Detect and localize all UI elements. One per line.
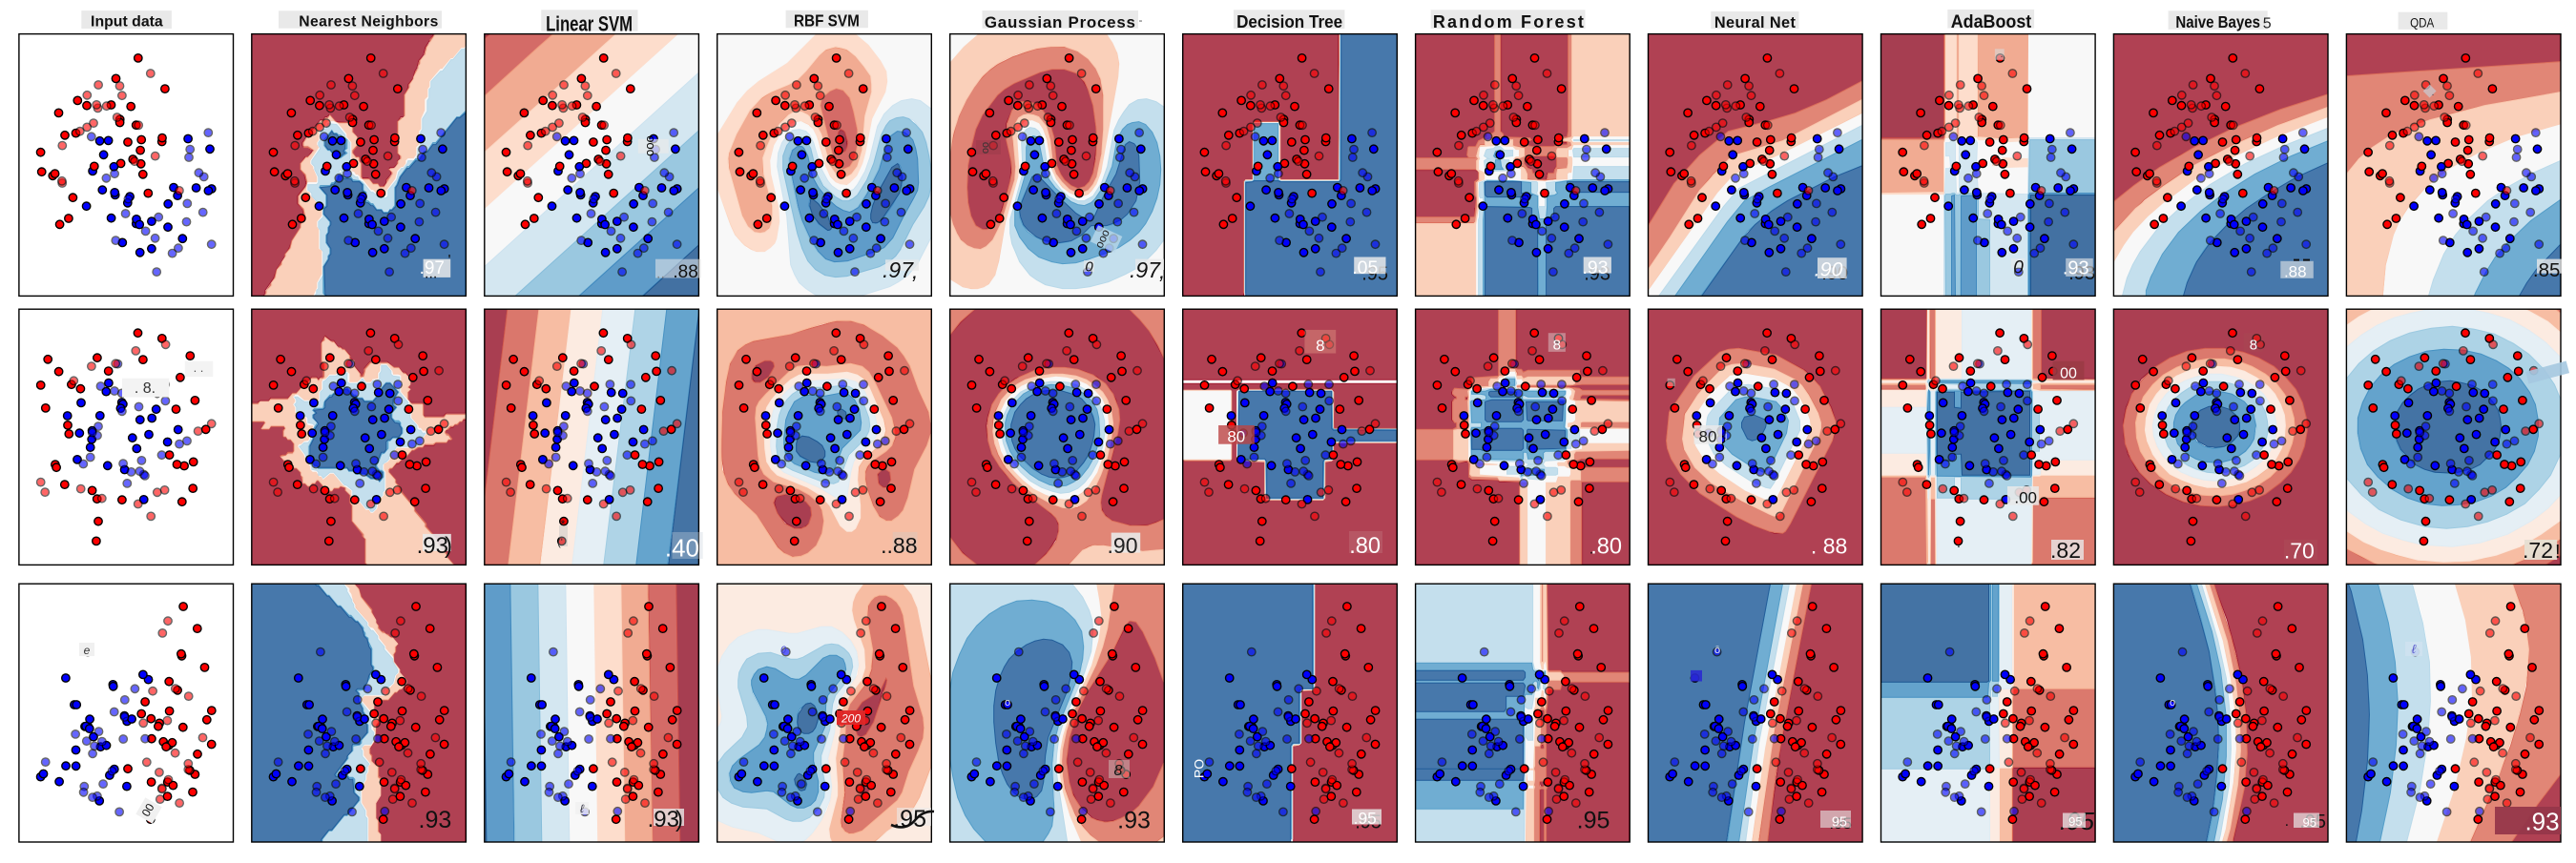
svg-text:.: . (2432, 88, 2435, 98)
svg-text:.72: .72 (2523, 538, 2553, 563)
svg-text:.93: .93 (1583, 257, 1609, 278)
svg-text:.: . (1957, 535, 1961, 550)
svg-text:.90: .90 (1815, 258, 1843, 281)
svg-text:95: 95 (2068, 814, 2082, 829)
svg-text:.80: .80 (1349, 534, 1381, 559)
svg-text:.93: .93 (648, 807, 679, 832)
svg-text:Decision Tree: Decision Tree (1236, 11, 1342, 31)
svg-text:.: . (2001, 50, 2004, 60)
svg-text:.93: .93 (2063, 258, 2089, 279)
svg-text:.40: .40 (665, 534, 699, 563)
svg-text:Gaussian Process: Gaussian Process (985, 13, 1135, 31)
svg-text:Linear SVM: Linear SVM (546, 11, 633, 35)
svg-text:.80: .80 (1590, 535, 1622, 560)
svg-text:QDA: QDA (2410, 16, 2435, 31)
svg-text:o: o (1005, 697, 1010, 709)
svg-text:AdaBoost: AdaBoost (1951, 12, 2032, 32)
svg-text:80: 80 (1227, 428, 1245, 446)
svg-text:.93: .93 (2524, 808, 2559, 836)
svg-text:8: 8 (1553, 338, 1561, 354)
svg-text:.00: .00 (2014, 489, 2037, 507)
svg-text:RBF SVM: RBF SVM (794, 11, 860, 31)
svg-text:95: 95 (2303, 815, 2316, 830)
svg-text:.88: .88 (673, 262, 697, 282)
svg-text:0: 0 (780, 645, 787, 656)
svg-text:': ' (448, 253, 451, 269)
svg-text:-: - (1139, 13, 1143, 27)
svg-text:.93: .93 (417, 533, 448, 559)
svg-text:ʲ: ʲ (1724, 429, 1727, 444)
svg-text:ℓ: ℓ (2412, 642, 2417, 656)
svg-text:. .: . . (194, 360, 204, 375)
svg-text:.: . (1589, 542, 1593, 558)
svg-text:.95: .95 (1354, 809, 1377, 828)
svg-text:(': (' (557, 537, 563, 548)
svg-text:.05: .05 (1352, 257, 1378, 278)
svg-text:8: 8 (1316, 337, 1324, 355)
svg-text:PO: PO (1192, 759, 1207, 778)
svg-text:Input data: Input data (91, 13, 163, 30)
svg-text:.93: .93 (1117, 808, 1151, 834)
svg-text:5: 5 (2263, 16, 2272, 32)
svg-text:.: . (2285, 813, 2289, 830)
svg-text:!: ! (2555, 542, 2561, 563)
svg-text:.97: .97 (420, 258, 445, 278)
svg-text:..88: ..88 (881, 533, 917, 558)
svg-text:...: ... (425, 266, 437, 282)
svg-text:.88: .88 (2284, 263, 2307, 281)
svg-text:.85: .85 (2533, 259, 2561, 281)
svg-text:.90: .90 (1108, 533, 1138, 558)
svg-text:ō: ō (1714, 645, 1720, 656)
svg-text:oo: oo (980, 142, 991, 154)
svg-text:,: , (912, 258, 918, 283)
svg-text:95: 95 (1832, 815, 1847, 831)
svg-text:00: 00 (139, 801, 157, 819)
svg-text:,: , (1159, 258, 1165, 283)
svg-text:): ) (445, 533, 452, 559)
svg-text:00: 00 (2060, 366, 2077, 382)
svg-text:. 8.: . 8. (135, 380, 156, 397)
svg-text:.70: .70 (2284, 539, 2315, 564)
svg-text:0: 0 (2013, 258, 2024, 278)
svg-text:Neural Net: Neural Net (1714, 14, 1797, 31)
svg-text:e: e (84, 644, 91, 657)
svg-text:.93: .93 (419, 807, 452, 833)
svg-text:ooo: ooo (642, 135, 656, 156)
svg-text:8: 8 (2250, 338, 2257, 354)
svg-text:. 88: . 88 (1811, 534, 1847, 559)
svg-text:0: 0 (1085, 259, 1093, 276)
svg-text:): ) (675, 807, 683, 832)
svg-text:80: 80 (1699, 428, 1717, 446)
svg-text:o: o (2170, 697, 2175, 709)
svg-text:*: * (560, 517, 565, 531)
svg-text:.95: .95 (1577, 808, 1610, 834)
svg-text:200: 200 (841, 712, 861, 726)
svg-text:Naive Bayes: Naive Bayes (2175, 13, 2260, 31)
svg-text:Random Forest: Random Forest (1433, 12, 1584, 31)
svg-text:.97: .97 (1130, 257, 1161, 282)
svg-text:.82: .82 (2050, 538, 2081, 563)
svg-text:.97: .97 (883, 257, 914, 282)
svg-text:ℓ: ℓ (580, 802, 585, 815)
svg-text:Nearest Neighbors: Nearest Neighbors (299, 14, 438, 31)
svg-text:8: 8 (1114, 763, 1123, 779)
svg-text:.95: .95 (893, 806, 926, 832)
